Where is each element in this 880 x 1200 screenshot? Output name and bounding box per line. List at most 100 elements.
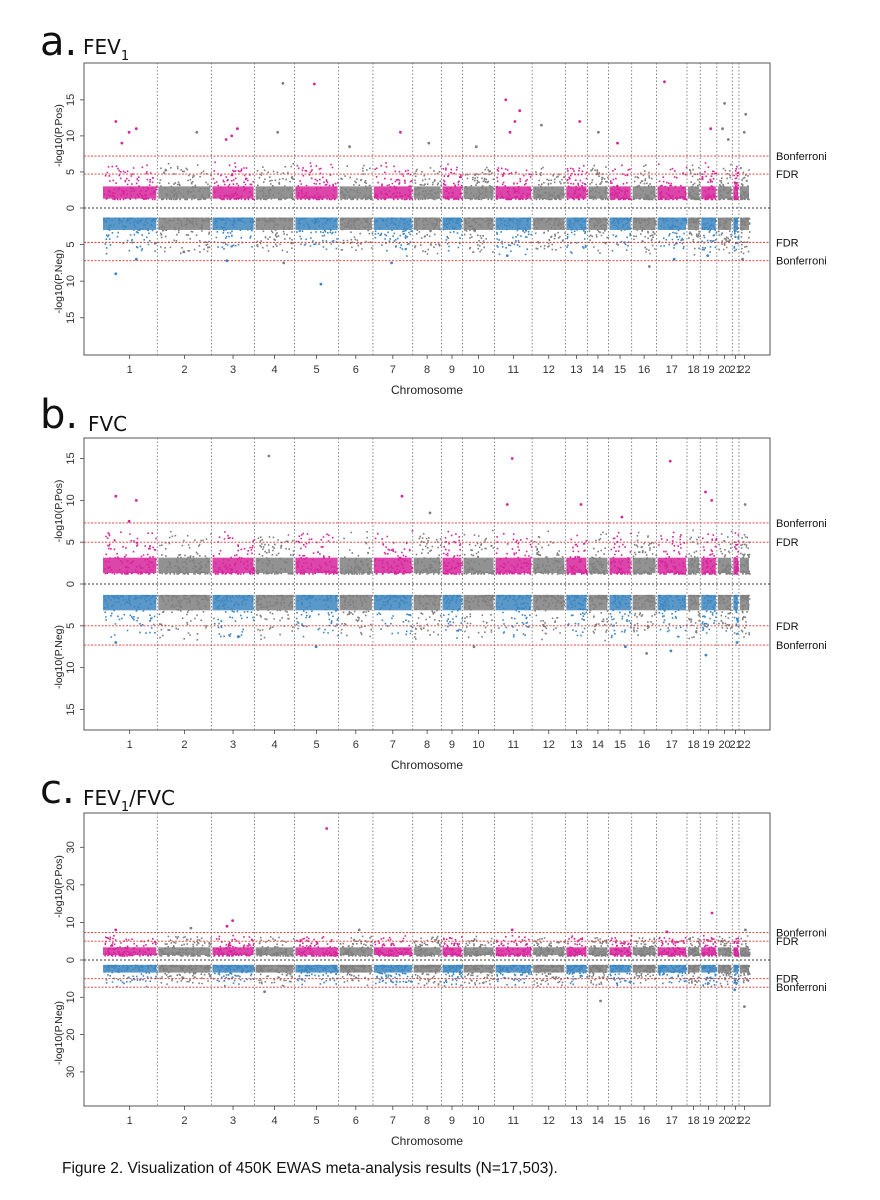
pos-points-chr11	[495, 533, 533, 575]
neg-points-chr12	[534, 594, 566, 641]
x-tick-label: 11	[508, 364, 519, 376]
neg-band-chr17	[657, 964, 686, 973]
pos-hit-point	[668, 459, 672, 463]
pos-hit-point	[474, 145, 478, 149]
pos-points-chr14	[588, 937, 609, 957]
neg-points-chr14	[588, 964, 609, 986]
pos-band-chr11	[495, 186, 532, 199]
neg-points-chr7	[374, 217, 414, 257]
panel-b: b. FVCBonferroniFDRFDRBonferroni051015510…	[40, 392, 827, 772]
neg-band-chr21	[733, 217, 738, 230]
x-tick-label: 16	[638, 364, 650, 376]
pos-points-chr16	[632, 937, 657, 957]
pos-points-chr22	[740, 167, 750, 201]
neg-hit-point	[733, 988, 737, 992]
pos-band-chr13	[566, 557, 587, 574]
neg-points-chr9	[443, 594, 464, 639]
pos-points-chr21	[733, 937, 740, 957]
pos-hit-point	[508, 130, 512, 134]
neg-band-chr16	[632, 217, 656, 230]
neg-hit-point	[599, 999, 602, 1003]
neg-points-chr1	[103, 217, 158, 255]
pos-points-chr8	[414, 533, 442, 575]
pos-band-chr14	[588, 947, 608, 956]
x-tick-label: 6	[353, 1115, 359, 1127]
neg-points-chr21	[733, 217, 740, 252]
fdr-label-top: FDR	[776, 537, 799, 549]
neg-points-chr18	[688, 217, 701, 256]
neg-hit-point	[225, 259, 229, 263]
pos-points-chr14	[588, 164, 609, 201]
x-tick-label: 3	[230, 1115, 236, 1127]
pos-band-chr3	[212, 947, 254, 956]
pos-hit-point	[127, 519, 131, 523]
neg-points-chr11	[496, 217, 533, 256]
fdr-label-bottom: FDR	[776, 974, 799, 986]
neg-points-chr4	[255, 964, 295, 987]
pos-points-chr6	[340, 531, 374, 575]
neg-points-chr4	[256, 217, 295, 253]
pos-points-chr15	[609, 164, 633, 201]
x-tick-label: 2	[181, 1115, 187, 1127]
pos-band-chr10	[463, 557, 494, 574]
pos-hit-point	[114, 120, 118, 123]
pos-hit-point	[427, 141, 431, 145]
y-tick-label: 10	[65, 662, 77, 674]
pos-points-chr17	[658, 531, 687, 575]
pos-band-chr7	[373, 186, 412, 199]
x-tick-label: 4	[271, 364, 277, 376]
pos-points-chr18	[688, 164, 701, 201]
y-tick-label: 20	[65, 1028, 77, 1040]
neg-band-chr6	[339, 964, 372, 973]
pos-points-chr17	[657, 163, 688, 201]
y-tick-label: 5	[65, 169, 77, 175]
neg-points-chr17	[658, 217, 688, 250]
neg-points-chr15	[609, 594, 632, 639]
pos-band-chr8	[413, 186, 441, 199]
neg-band-chr1	[103, 964, 157, 973]
neg-points-chr3	[212, 964, 255, 987]
neg-points-chr6	[340, 964, 373, 987]
pos-points-chr19	[701, 935, 717, 957]
pos-points-chr12	[533, 530, 566, 575]
fdr-label-bottom: FDR	[776, 237, 799, 249]
neg-hit-point	[114, 272, 118, 276]
neg-points-chr10	[463, 594, 495, 639]
neg-band-chr11	[495, 594, 532, 611]
x-tick-label: 9	[449, 739, 455, 751]
neg-points-chr13	[566, 217, 588, 254]
neg-hit-point	[645, 652, 648, 655]
bonferroni-label-top: Bonferroni	[776, 928, 827, 940]
neg-band-chr19	[701, 964, 716, 973]
y-tick-label: 10	[65, 916, 77, 928]
x-tick-label: 7	[390, 1115, 396, 1127]
neg-points-chr5	[296, 964, 339, 986]
x-tick-label: 14	[592, 739, 604, 751]
panel-letter: a.	[40, 19, 77, 65]
pos-band-chr17	[657, 947, 686, 956]
pos-band-chr3	[212, 557, 254, 574]
x-tick-label: 6	[353, 364, 359, 376]
pos-points-chr15	[609, 934, 633, 957]
x-tick-label: 11	[508, 739, 519, 751]
neg-band-chr2	[158, 217, 211, 230]
pos-band-chr20	[717, 947, 732, 956]
x-tick-label: 11	[508, 1115, 519, 1127]
pos-hit-point	[357, 928, 361, 932]
x-tick-label: 19	[702, 364, 714, 376]
pos-hit-point	[224, 138, 228, 141]
pos-hit-point	[726, 138, 730, 141]
neg-hit-point	[314, 645, 318, 649]
pos-hit-point	[189, 926, 193, 930]
neg-points-chr2	[158, 217, 212, 255]
neg-hit-point	[390, 261, 393, 265]
pos-hit-point	[399, 130, 402, 134]
neg-points-chr8	[413, 594, 442, 640]
panel-a: a. FEV1BonferroniFDRFDRBonferroni05101551…	[40, 19, 827, 397]
neg-hit-point	[282, 261, 286, 265]
y-tick-label: 0	[65, 581, 77, 587]
pos-hit-point	[504, 98, 508, 102]
fdr-label-bottom: FDR	[776, 621, 799, 633]
x-tick-label: 10	[472, 1115, 484, 1127]
pos-points-chr12	[533, 166, 566, 201]
